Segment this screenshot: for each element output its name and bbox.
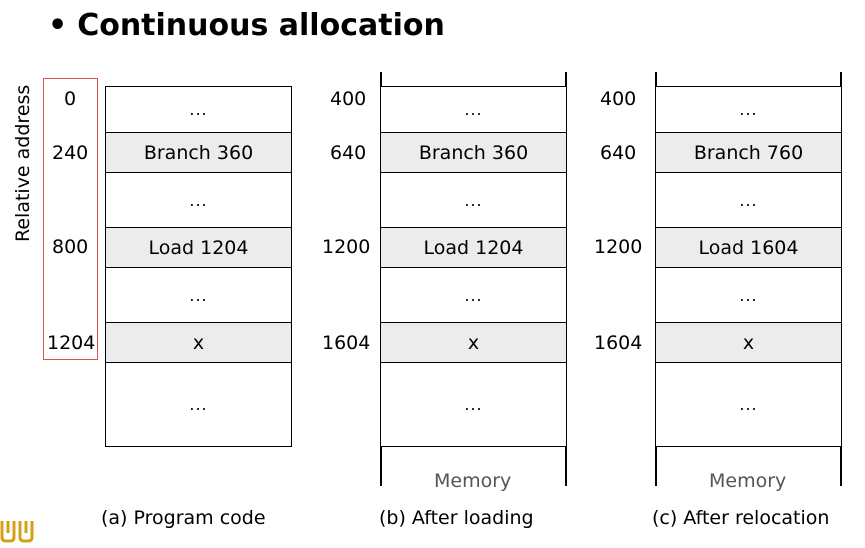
title-text: Continuous allocation	[77, 8, 445, 43]
panel-a-cell-1: Branch 360	[106, 133, 291, 173]
panel-a-address-0: 0	[64, 88, 77, 110]
panel-b-cell-4: ...	[381, 268, 566, 323]
panel-c-cell-1: Branch 760	[656, 133, 841, 173]
panel-c-cell-0: ...	[656, 87, 841, 133]
panel-a-cell-2: ...	[106, 173, 291, 228]
panel-a-cell-0: ...	[106, 87, 291, 133]
panel-b-address-3: 1604	[322, 332, 371, 354]
panel-b-cell-1: Branch 360	[381, 133, 566, 173]
panel-c-address-0: 400	[600, 88, 637, 110]
panel-c-cell-3: Load 1604	[656, 228, 841, 268]
panel-c-address-2: 1200	[594, 236, 643, 258]
panel-c-cell-5: x	[656, 323, 841, 363]
university-logo-icon	[0, 519, 40, 548]
panel-c-cell-6: ...	[739, 394, 758, 414]
panel-a-cell-6: ...	[189, 394, 208, 414]
panel-b-cell-0: ...	[381, 87, 566, 133]
panel-c-caption: (c) After relocation	[652, 507, 830, 529]
panel-b-address-0: 400	[330, 88, 367, 110]
panel-a-cell-4: ...	[106, 268, 291, 323]
panel-b-cell-6: ...	[464, 394, 483, 414]
panel-b-cell-5: x	[381, 323, 566, 363]
panel-c-cell-2: ...	[656, 173, 841, 228]
title-bullet: •	[48, 8, 68, 43]
panel-a-caption: (a) Program code	[101, 507, 266, 529]
panel-b-address-2: 1200	[322, 236, 371, 258]
relative-address-label: Relative address	[12, 84, 34, 242]
slide-title: • Continuous allocation	[48, 8, 445, 43]
panel-b-cell-2: ...	[381, 173, 566, 228]
panel-b-caption: (b) After loading	[379, 507, 534, 529]
panel-a-address-3: 1204	[47, 332, 96, 354]
panel-c-memory-block: ... Branch 760 ... Load 1604 ... x ...	[655, 86, 842, 447]
panel-a-address-2: 800	[52, 236, 89, 258]
panel-b-memory-block: ... Branch 360 ... Load 1204 ... x ...	[380, 86, 567, 447]
panel-c-memory-label: Memory	[709, 470, 787, 492]
panel-a-address-1: 240	[52, 142, 89, 164]
panel-a-cell-3: Load 1204	[106, 228, 291, 268]
panel-c-address-3: 1604	[594, 332, 643, 354]
panel-c-cell-4: ...	[656, 268, 841, 323]
panel-c-address-1: 640	[600, 142, 637, 164]
relative-address-highlight-box	[43, 78, 98, 360]
panel-a-cell-5: x	[106, 323, 291, 363]
panel-a-memory-block: ... Branch 360 ... Load 1204 ... x ...	[105, 86, 292, 447]
panel-b-memory-label: Memory	[434, 470, 512, 492]
panel-b-address-1: 640	[330, 142, 367, 164]
panel-b-cell-3: Load 1204	[381, 228, 566, 268]
